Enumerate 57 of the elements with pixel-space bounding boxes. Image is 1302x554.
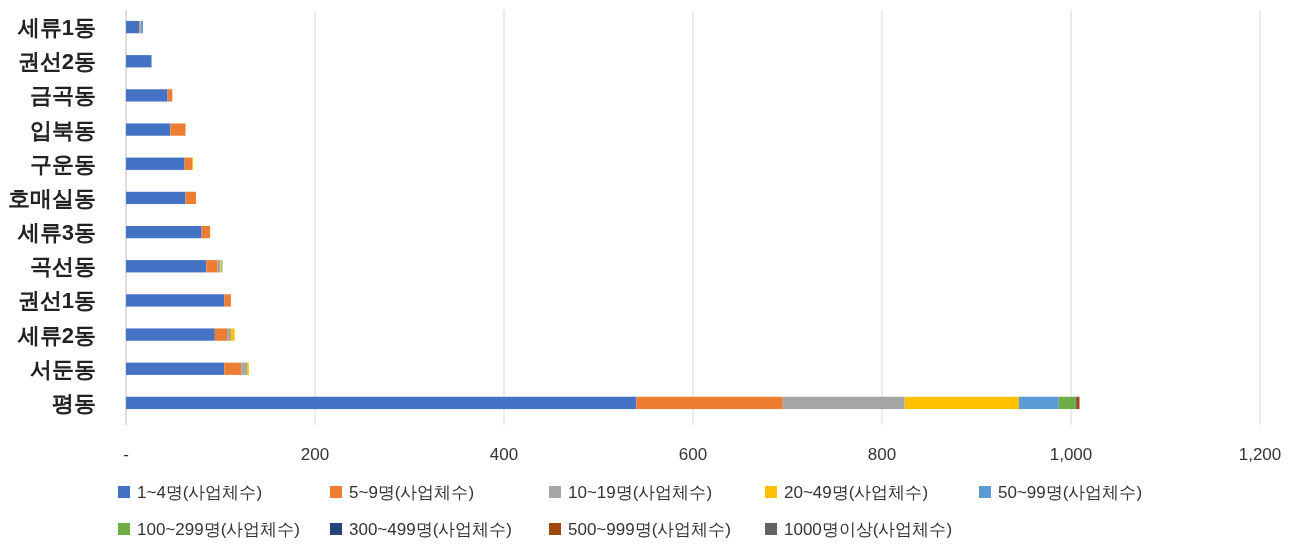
x-tick-label: 1,000 — [1049, 445, 1093, 464]
x-tick-label: 400 — [489, 445, 519, 464]
bar — [185, 191, 196, 205]
y-tick-label: 입북동 — [30, 117, 96, 143]
bar — [1058, 396, 1076, 410]
legend-label: 20~49명(사업체수) — [784, 483, 929, 502]
bar — [126, 20, 140, 34]
y-tick-label: 권선1동 — [17, 288, 96, 314]
bar — [227, 328, 231, 341]
bar — [224, 294, 231, 307]
legend-label: 100~299명(사업체수) — [137, 520, 300, 539]
legend-label: 10~19명(사업체수) — [568, 483, 713, 502]
bar — [241, 362, 247, 375]
bar — [126, 225, 202, 239]
y-tick-label: 세류1동 — [16, 15, 96, 41]
legend-label: 5~9명(사업체수) — [349, 483, 475, 502]
x-tick-label: 800 — [867, 445, 897, 464]
bar — [636, 396, 783, 410]
bar — [126, 55, 152, 68]
legend-label: 300~499명(사업체수) — [349, 520, 512, 539]
legend-label: 50~99명(사업체수) — [998, 483, 1143, 502]
y-tick-label: 구운동 — [30, 151, 96, 177]
bar — [184, 157, 193, 170]
bar — [782, 396, 905, 410]
bar — [126, 294, 225, 307]
x-tick-label: 600 — [678, 445, 708, 464]
legend-label: 1~4명(사업체수) — [137, 483, 263, 502]
bar — [214, 328, 228, 341]
bar — [126, 260, 207, 273]
x-tick-label: 1,200 — [1238, 445, 1282, 464]
y-tick-label: 권선2동 — [17, 49, 96, 75]
bar — [126, 396, 637, 410]
bar — [230, 328, 235, 341]
bar — [1019, 396, 1059, 410]
bar — [126, 123, 171, 136]
y-tick-label: 곡선동 — [30, 254, 96, 280]
bar — [167, 89, 173, 102]
bar — [206, 260, 218, 273]
y-tick-label: 세류3동 — [16, 220, 96, 246]
legend-label: 1000명이상(사업체수) — [784, 520, 953, 539]
bar — [201, 225, 211, 239]
bar — [126, 328, 215, 341]
x-tick-label: 200 — [300, 445, 330, 464]
bar — [126, 157, 185, 170]
bar — [126, 362, 225, 375]
bar — [126, 89, 168, 102]
bar — [224, 362, 242, 375]
x-tick-label: - — [123, 445, 129, 464]
y-tick-label: 세류2동 — [16, 322, 96, 348]
y-tick-label: 평동 — [52, 390, 96, 416]
bar — [170, 123, 186, 136]
bar — [904, 396, 1020, 410]
legend-label: 500~999명(사업체수) — [568, 520, 731, 539]
y-tick-label: 금곡동 — [30, 83, 96, 109]
bar — [126, 191, 186, 205]
y-tick-label: 호매실동 — [8, 185, 96, 211]
y-tick-label: 서둔동 — [30, 356, 96, 382]
